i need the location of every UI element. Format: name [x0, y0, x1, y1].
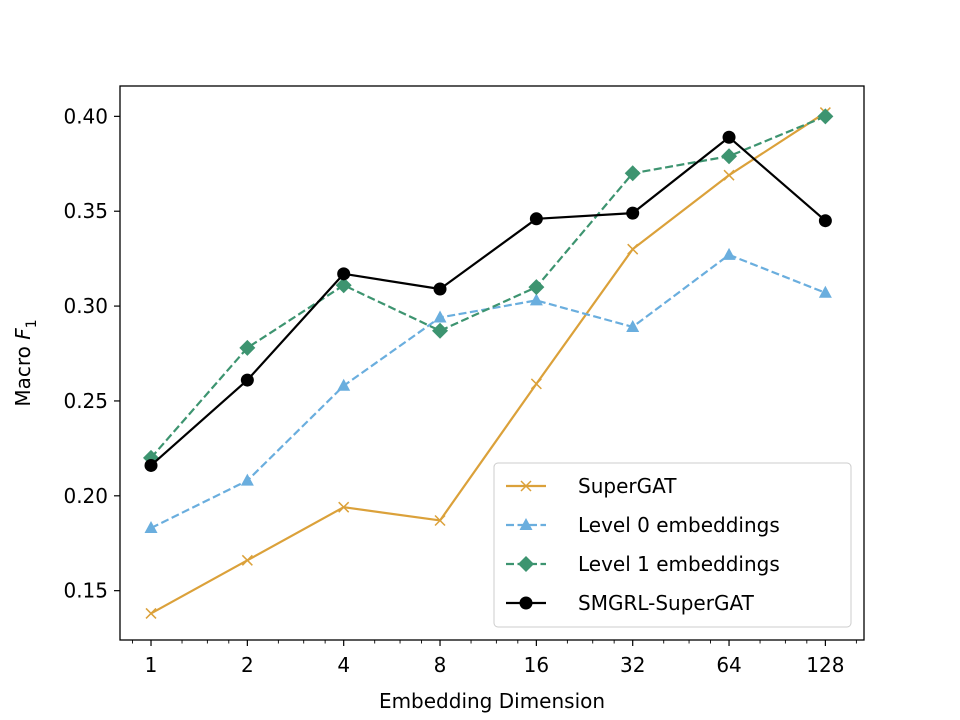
data-point-supergat	[530, 378, 542, 390]
legend-entry-level-0-embeddings: Level 0 embeddings	[506, 513, 780, 537]
data-point-level-1-embeddings	[432, 322, 449, 339]
legend-label-supergat: SuperGAT	[578, 474, 677, 498]
data-point-level-0-embeddings	[144, 521, 158, 534]
y-tick-label: 0.25	[63, 389, 108, 413]
x-tick-label: 128	[806, 653, 844, 677]
data-point-supergat	[241, 554, 253, 566]
x-tick-label: 1	[145, 653, 158, 677]
data-point-level-0-embeddings	[722, 247, 736, 260]
data-point-supergat	[627, 243, 639, 255]
data-point-smgrl-supergat	[433, 282, 447, 296]
legend-box	[493, 462, 852, 628]
data-point-smgrl-supergat	[818, 214, 832, 228]
y-tick-label: 0.20	[63, 484, 108, 508]
legend: SuperGAT Level 0 embeddings Level 1 embedd…	[493, 462, 852, 628]
x-tick-label: 32	[620, 653, 645, 677]
y-tick-label: 0.30	[63, 294, 108, 318]
data-point-smgrl-supergat	[529, 212, 543, 226]
legend-marker-smgrl-supergat	[519, 596, 533, 610]
data-point-level-0-embeddings	[240, 473, 254, 486]
data-point-supergat	[145, 607, 157, 619]
series-smgrl-supergat	[144, 130, 832, 472]
data-point-level-1-embeddings	[239, 339, 256, 356]
y-axis-label-var: F	[11, 328, 35, 340]
legend-marker-level-0-embeddings	[519, 518, 533, 530]
plot-frame	[119, 85, 865, 641]
legend-marker-level-1-embeddings	[518, 556, 534, 572]
legend-marker-supergat	[520, 480, 532, 492]
data-point-level-0-embeddings	[818, 285, 832, 298]
x-tick-label: 4	[337, 653, 350, 677]
series-line-supergat	[150, 111, 826, 615]
data-point-smgrl-supergat	[240, 373, 254, 387]
legend-label-level-0-embeddings: Level 0 embeddings	[578, 513, 780, 537]
data-point-supergat	[434, 514, 446, 527]
data-point-level-1-embeddings	[721, 148, 738, 165]
x-axis-label: Embedding Dimension	[379, 689, 605, 713]
data-point-supergat	[338, 501, 350, 513]
y-tick-label: 0.15	[63, 579, 108, 603]
legend-entry-supergat: SuperGAT	[506, 474, 677, 498]
series-line-level-1-embeddings	[150, 115, 826, 459]
data-point-level-1-embeddings	[335, 277, 352, 294]
y-axis-label-sub: 1	[24, 319, 40, 328]
series-line-smgrl-supergat	[150, 136, 827, 467]
data-point-level-0-embeddings	[433, 310, 447, 323]
y-tick-label: 0.40	[63, 104, 108, 128]
x-tick-label: 16	[524, 653, 549, 677]
data-point-level-1-embeddings	[528, 279, 545, 296]
y-axis-label-prefix: Macro	[11, 340, 35, 407]
data-point-level-1-embeddings	[817, 108, 834, 125]
data-point-smgrl-supergat	[337, 267, 351, 281]
legend-label-level-1-embeddings: Level 1 embeddings	[578, 552, 780, 576]
data-point-level-0-embeddings	[626, 319, 640, 332]
data-point-level-1-embeddings	[624, 165, 641, 182]
data-point-supergat	[723, 169, 735, 181]
x-tick-label: 8	[434, 653, 447, 677]
y-tick-label: 0.35	[63, 199, 108, 223]
legend-label-smgrl-supergat: SMGRL-SuperGAT	[578, 591, 755, 615]
axis-ticks: 0.15 0.20 0.25 0.30 0.35 0.40 1 2 4 8 16 32 64 128	[63, 104, 857, 677]
data-point-level-0-embeddings	[529, 293, 543, 306]
series-level-1-embeddings	[143, 108, 834, 466]
y-axis-label: Macro F1	[11, 319, 40, 406]
series-supergat	[145, 107, 831, 619]
x-tick-label: 2	[241, 653, 254, 677]
series-layer	[143, 107, 834, 619]
data-point-level-0-embeddings	[337, 378, 351, 391]
x-tick-label: 64	[716, 653, 741, 677]
legend-entry-level-1-embeddings: Level 1 embeddings	[506, 552, 780, 576]
plot-area-border	[119, 85, 865, 641]
data-point-smgrl-supergat	[722, 130, 736, 144]
data-point-smgrl-supergat	[626, 206, 640, 220]
legend-entry-smgrl-supergat: SMGRL-SuperGAT	[506, 591, 755, 615]
data-point-smgrl-supergat	[144, 458, 158, 472]
